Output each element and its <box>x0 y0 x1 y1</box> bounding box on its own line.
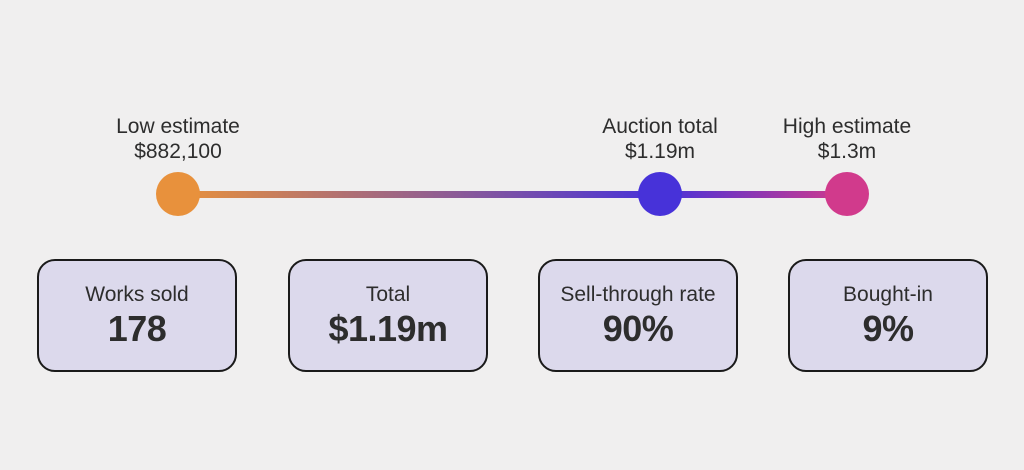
low-estimate-dot <box>156 172 200 216</box>
card-label: Works sold <box>85 283 189 306</box>
stat-card-sell-through-rate: Sell-through rate 90% <box>538 259 738 372</box>
marker-low-estimate: Low estimate $882,100 <box>116 114 240 164</box>
marker-value: $1.19m <box>624 140 696 163</box>
stat-card-bought-in: Bought-in 9% <box>788 259 988 372</box>
marker-label: Low estimate <box>116 115 240 138</box>
marker-value: $1.3m <box>817 140 877 163</box>
card-label: Bought-in <box>843 283 933 306</box>
stat-card-total: Total $1.19m <box>288 259 488 372</box>
card-value: $1.19m <box>328 308 448 349</box>
auction-total-dot <box>638 172 682 216</box>
marker-auction-total: Auction total $1.19m <box>602 114 718 164</box>
marker-value: $882,100 <box>134 140 222 163</box>
card-value: 178 <box>107 308 167 349</box>
marker-label: High estimate <box>782 115 912 138</box>
card-value: 90% <box>602 308 674 349</box>
high-estimate-dot <box>825 172 869 216</box>
card-label: Sell-through rate <box>560 283 716 306</box>
marker-high-estimate: High estimate $1.3m <box>783 114 911 164</box>
marker-label: Auction total <box>602 115 718 138</box>
stat-card-works-sold: Works sold 178 <box>37 259 237 372</box>
gradient-range-line <box>178 191 848 198</box>
card-label: Total <box>365 283 411 306</box>
card-value: 9% <box>862 308 914 349</box>
